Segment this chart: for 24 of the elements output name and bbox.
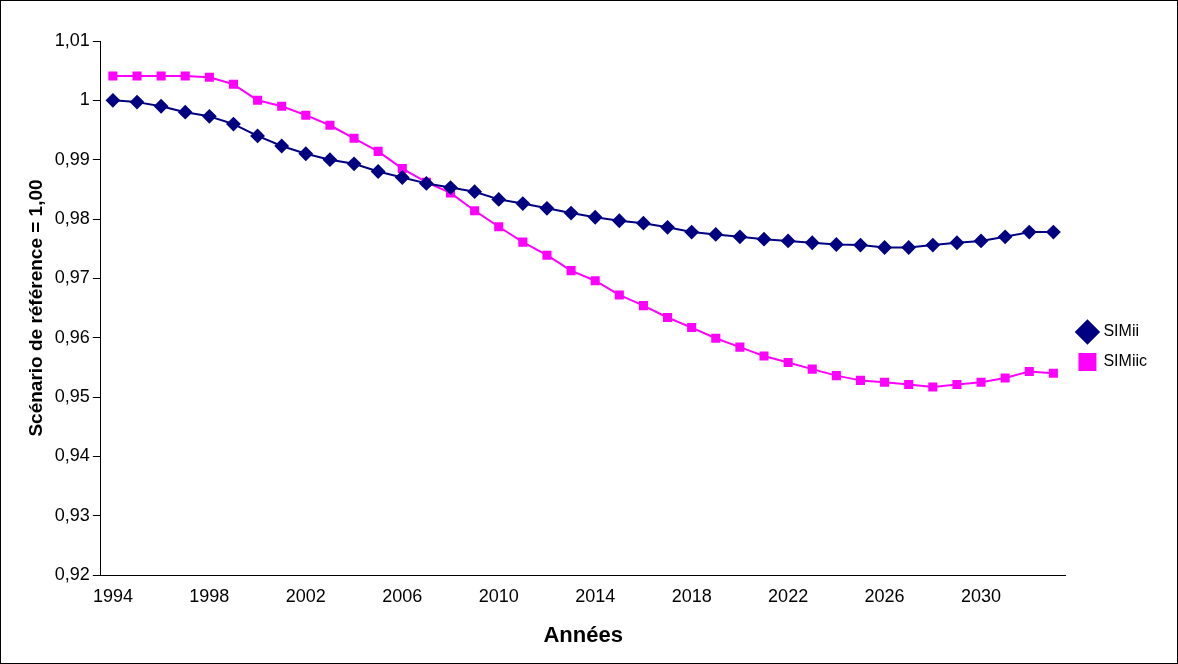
y-tick-label: 0,97 bbox=[54, 267, 90, 288]
legend-label: SIMii bbox=[1103, 322, 1140, 340]
y-tick-label: 0,95 bbox=[54, 385, 90, 406]
y-axis-title: Scénario de référence = 1,00 bbox=[24, 179, 46, 437]
x-tick-label: 2026 bbox=[864, 585, 905, 606]
x-tick-label: 2006 bbox=[382, 585, 423, 606]
x-axis-title: Années bbox=[543, 621, 623, 647]
y-tick-label: 0,99 bbox=[54, 148, 90, 169]
y-tick-label: 0,96 bbox=[54, 326, 90, 347]
y-tick-label: 0,94 bbox=[54, 445, 90, 466]
y-tick-label: 0,92 bbox=[54, 563, 90, 584]
x-tick-label: 1994 bbox=[92, 585, 133, 606]
x-tick-label: 2018 bbox=[671, 585, 712, 606]
x-tick-label: 2010 bbox=[478, 585, 519, 606]
x-tick-label: 2014 bbox=[575, 585, 616, 606]
y-tick-label: 1,01 bbox=[54, 29, 90, 50]
y-tick-label: 0,98 bbox=[54, 207, 90, 228]
x-tick-label: 1998 bbox=[189, 585, 230, 606]
legend-label: SIMiic bbox=[1103, 352, 1148, 370]
x-tick-label: 2002 bbox=[285, 585, 326, 606]
x-tick-label: 2030 bbox=[961, 585, 1002, 606]
y-tick-label: 0,93 bbox=[54, 504, 90, 525]
x-tick-label: 2022 bbox=[768, 585, 809, 606]
y-tick-label: 1 bbox=[79, 89, 90, 110]
